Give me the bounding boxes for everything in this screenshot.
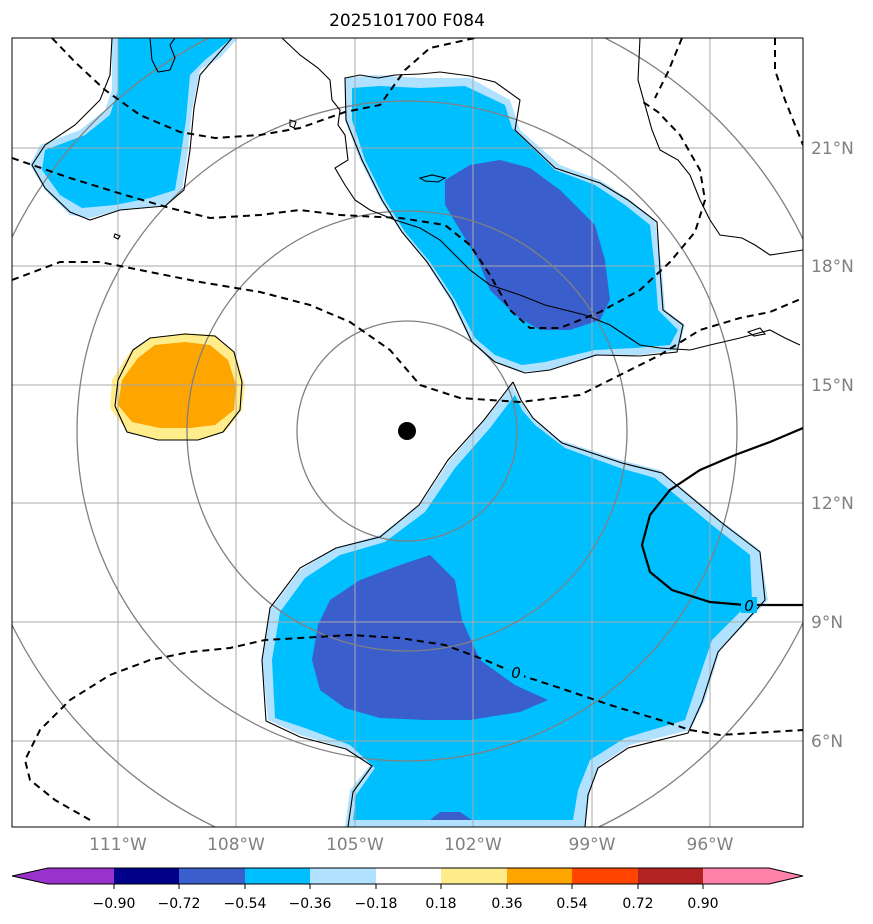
colorbar-extend-low bbox=[12, 868, 48, 884]
colorbar-segment bbox=[572, 868, 638, 884]
colorbar-segment bbox=[507, 868, 572, 884]
colorbar-ticks bbox=[113, 884, 704, 889]
colorbar-label: −0.18 bbox=[355, 896, 398, 912]
dark-blue-region bbox=[312, 555, 548, 720]
lat-label: 18°N bbox=[811, 257, 854, 277]
colorbar-segment bbox=[310, 868, 376, 884]
lat-label: 12°N bbox=[811, 494, 854, 514]
map-panel: 0 0 bbox=[11, 37, 804, 828]
colorbar-label: 0.36 bbox=[491, 896, 522, 912]
colorbar-outline bbox=[11, 867, 804, 885]
colorbar-extend-high bbox=[769, 868, 803, 884]
light-blue-region bbox=[42, 38, 232, 208]
colorbar-segment bbox=[638, 868, 703, 884]
lon-label: 99°W bbox=[569, 835, 616, 855]
gridlines bbox=[12, 38, 803, 827]
colorbar-label: −0.54 bbox=[224, 896, 267, 912]
coastlines bbox=[31, 38, 803, 827]
lon-label: 96°W bbox=[687, 835, 734, 855]
longitude-labels: 111°W 108°W 105°W 102°W 99°W 96°W bbox=[89, 835, 734, 855]
range-rings bbox=[12, 38, 803, 827]
shaded-fields bbox=[30, 38, 768, 827]
dark-blue-region bbox=[430, 812, 472, 820]
latitude-labels: 21°N 18°N 15°N 12°N 9°N 6°N bbox=[811, 139, 854, 752]
colorbar-segment bbox=[245, 868, 310, 884]
lon-label: 111°W bbox=[89, 835, 147, 855]
colorbar-segment bbox=[48, 868, 114, 884]
colorbar-label: −0.90 bbox=[93, 896, 136, 912]
lon-label: 105°W bbox=[326, 835, 384, 855]
lon-label: 102°W bbox=[444, 835, 502, 855]
contour-label-bg bbox=[508, 664, 524, 680]
colorbar-segment bbox=[376, 868, 441, 884]
dashed-contours bbox=[12, 38, 803, 821]
colorbar-segment bbox=[179, 868, 245, 884]
colorbar-segment bbox=[703, 868, 769, 884]
dark-blue-region bbox=[445, 160, 610, 330]
map-frame bbox=[11, 37, 804, 828]
contour-label: 0 bbox=[511, 664, 521, 682]
lat-label: 21°N bbox=[811, 139, 854, 159]
colorbar-label: 0.90 bbox=[687, 896, 718, 912]
contour-label-bg bbox=[741, 597, 757, 613]
colorbar-label: −0.36 bbox=[289, 896, 332, 912]
colorbar-label: −0.72 bbox=[158, 896, 201, 912]
colorbar: −0.90 −0.72 −0.54 −0.36 −0.18 0.18 0.36 … bbox=[11, 867, 804, 912]
contour-label: 0 bbox=[744, 597, 754, 615]
lat-label: 15°N bbox=[811, 376, 854, 396]
lon-label: 108°W bbox=[207, 835, 265, 855]
colorbar-label: 0.72 bbox=[622, 896, 653, 912]
storm-center-marker bbox=[398, 422, 416, 440]
colorbar-segment bbox=[114, 868, 179, 884]
lat-label: 6°N bbox=[811, 732, 843, 752]
figure-title: 2025101700 F084 bbox=[329, 11, 485, 31]
lat-label: 9°N bbox=[811, 613, 843, 633]
colorbar-label: 0.54 bbox=[556, 896, 587, 912]
colorbar-segment bbox=[441, 868, 507, 884]
colorbar-label: 0.18 bbox=[425, 896, 456, 912]
